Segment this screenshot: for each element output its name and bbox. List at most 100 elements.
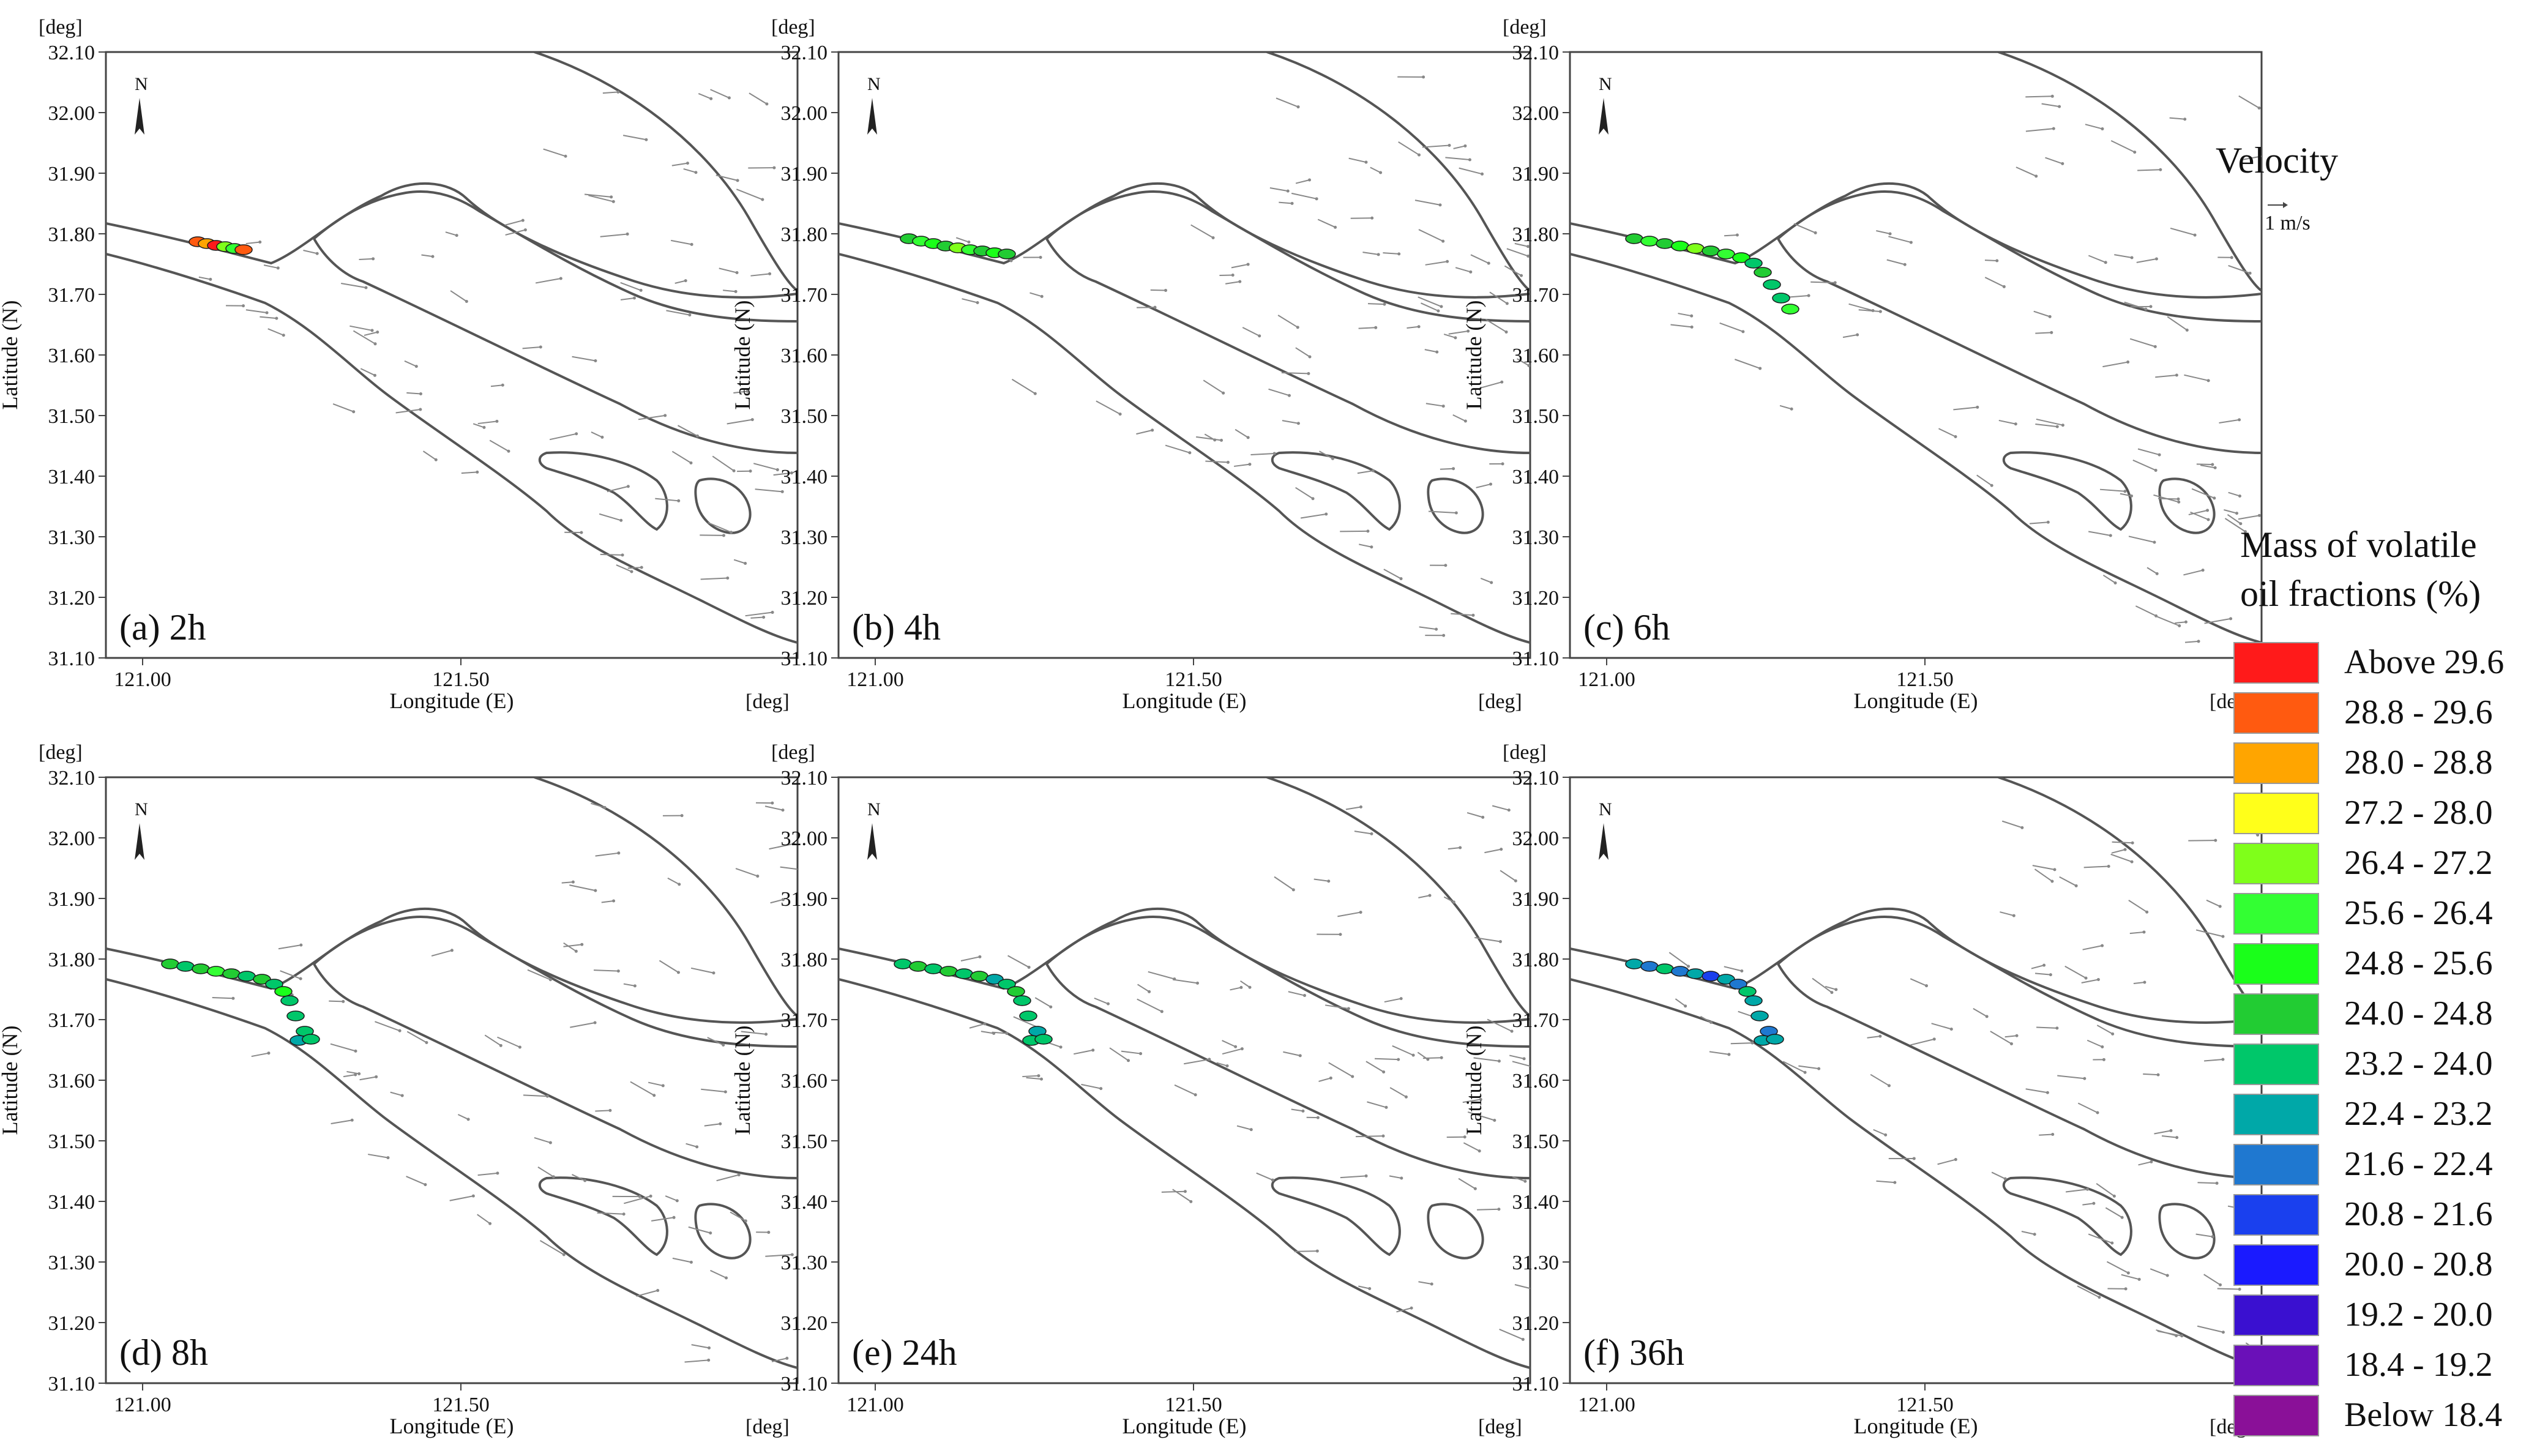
velocity-arrow — [2001, 820, 2023, 829]
velocity-arrow-head — [630, 570, 633, 573]
velocity-arrow — [572, 1174, 586, 1181]
legend-swatch — [2233, 893, 2319, 935]
velocity-arrow — [2175, 621, 2186, 624]
velocity-arrow-head — [1183, 1190, 1187, 1193]
velocity-arrow — [1165, 444, 1190, 454]
velocity-arrow — [2132, 459, 2156, 471]
velocity-arrow — [1256, 1172, 1273, 1181]
velocity-arrow — [690, 967, 714, 974]
velocity-arrow — [1354, 831, 1372, 835]
velocity-arrow — [477, 420, 498, 425]
lat-tick-label: 31.20 — [781, 587, 828, 610]
velocity-arrow-head — [1364, 160, 1368, 164]
north-label: N — [867, 74, 881, 94]
velocity-arrow-head — [580, 943, 584, 946]
velocity-arrow — [1998, 419, 2016, 425]
velocity-arrow — [563, 942, 577, 952]
velocity-arrow-head — [690, 242, 693, 246]
velocity-arrow — [773, 472, 792, 476]
velocity-arrow-head — [1500, 380, 1504, 384]
velocity-arrow-head — [1741, 330, 1745, 334]
lat-tick-label: 31.50 — [1512, 405, 1560, 428]
velocity-arrow — [591, 802, 605, 808]
velocity-arrow-head — [414, 365, 418, 368]
velocity-arrow-head — [639, 288, 643, 292]
velocity-arrow — [1500, 870, 1516, 882]
velocity-arrow — [745, 611, 773, 617]
velocity-arrow-head — [2048, 315, 2052, 318]
velocity-arrow — [1428, 510, 1457, 513]
velocity-arrow — [2203, 1274, 2221, 1286]
velocity-arrow-head — [1211, 236, 1215, 239]
velocity-arrow-head — [1059, 1045, 1063, 1049]
velocity-arrow-head — [2137, 1277, 2141, 1281]
velocity-arrow-head — [496, 1171, 499, 1175]
velocity-arrow — [2041, 103, 2060, 108]
velocity-arrow-head — [1903, 263, 1907, 266]
velocity-arrow — [1358, 327, 1376, 329]
velocity-arrow-head — [1347, 1007, 1350, 1010]
velocity-arrow-head — [1481, 815, 1485, 819]
velocity-arrow-head — [2175, 1334, 2178, 1337]
velocity-arrow — [710, 1269, 727, 1279]
velocity-arrow-head — [2092, 1201, 2096, 1205]
velocity-arrow — [1870, 1073, 1889, 1086]
velocity-arrow-head — [482, 425, 486, 429]
velocity-arrow — [2102, 574, 2116, 584]
velocity-arrow-head — [375, 1075, 378, 1078]
velocity-arrow-head — [1468, 158, 1471, 162]
velocity-arrow — [360, 368, 375, 376]
velocity-arrow — [704, 1123, 720, 1127]
velocity-arrow — [1216, 1062, 1228, 1067]
lat-tick-label: 31.70 — [48, 284, 95, 307]
velocity-arrow-head — [1410, 1306, 1413, 1310]
lat-tick-label: 31.40 — [781, 466, 828, 488]
velocity-arrow — [2096, 1182, 2115, 1197]
velocity-arrow-head — [1440, 305, 1443, 308]
velocity-arrow — [497, 1036, 520, 1048]
velocity-arrow-head — [632, 296, 636, 300]
lon-unit-label: [deg] — [745, 1416, 790, 1438]
velocity-arrow-head — [2109, 534, 2112, 537]
velocity-arrow — [406, 1031, 427, 1043]
legend-swatch — [2233, 692, 2319, 734]
velocity-arrow — [1484, 848, 1501, 854]
velocity-arrow-head — [1856, 333, 1859, 337]
velocity-arrow-head — [372, 257, 375, 261]
velocity-arrow-head — [1448, 143, 1451, 147]
velocity-arrow-head — [1258, 334, 1261, 338]
velocity-arrow-head — [2221, 1058, 2225, 1061]
velocity-arrow — [2219, 419, 2240, 424]
lon-tick-label: 121.00 — [1578, 668, 1635, 691]
velocity-arrow-head — [1481, 172, 1484, 176]
velocity-arrow — [1709, 1051, 1730, 1055]
velocity-field — [955, 75, 1530, 637]
velocity-arrow-head — [1327, 879, 1331, 883]
velocity-arrow-head — [1536, 1067, 1539, 1070]
velocity-arrow-head — [258, 240, 262, 244]
velocity-arrow — [1675, 998, 1686, 1007]
velocity-arrow-head — [1740, 969, 1744, 973]
legend-label: 26.4 - 27.2 — [2344, 844, 2493, 882]
velocity-arrow — [636, 1290, 658, 1297]
velocity-arrow-head — [1164, 288, 1168, 292]
velocity-arrow-head — [523, 228, 527, 232]
velocity-arrow — [1026, 1077, 1042, 1080]
lat-tick-label: 32.00 — [1512, 102, 1560, 125]
velocity-arrow — [616, 564, 632, 572]
oil-particle — [1744, 995, 1763, 1006]
velocity-arrow-head — [1225, 1064, 1229, 1068]
velocity-arrow — [1291, 1108, 1304, 1112]
lat-tick-label: 31.60 — [1512, 1070, 1560, 1092]
velocity-arrow — [1370, 166, 1381, 173]
velocity-arrow — [769, 843, 794, 850]
velocity-arrow — [1825, 985, 1837, 990]
lat-tick-label: 31.70 — [48, 1009, 95, 1032]
lat-tick-label: 31.80 — [1512, 949, 1560, 971]
velocity-arrow — [1348, 157, 1367, 163]
lat-tick-label: 31.80 — [1512, 223, 1560, 246]
velocity-arrow-head — [678, 883, 681, 886]
map-frame — [837, 51, 1531, 659]
oil-particles — [161, 958, 320, 1046]
velocity-arrow — [627, 567, 642, 569]
